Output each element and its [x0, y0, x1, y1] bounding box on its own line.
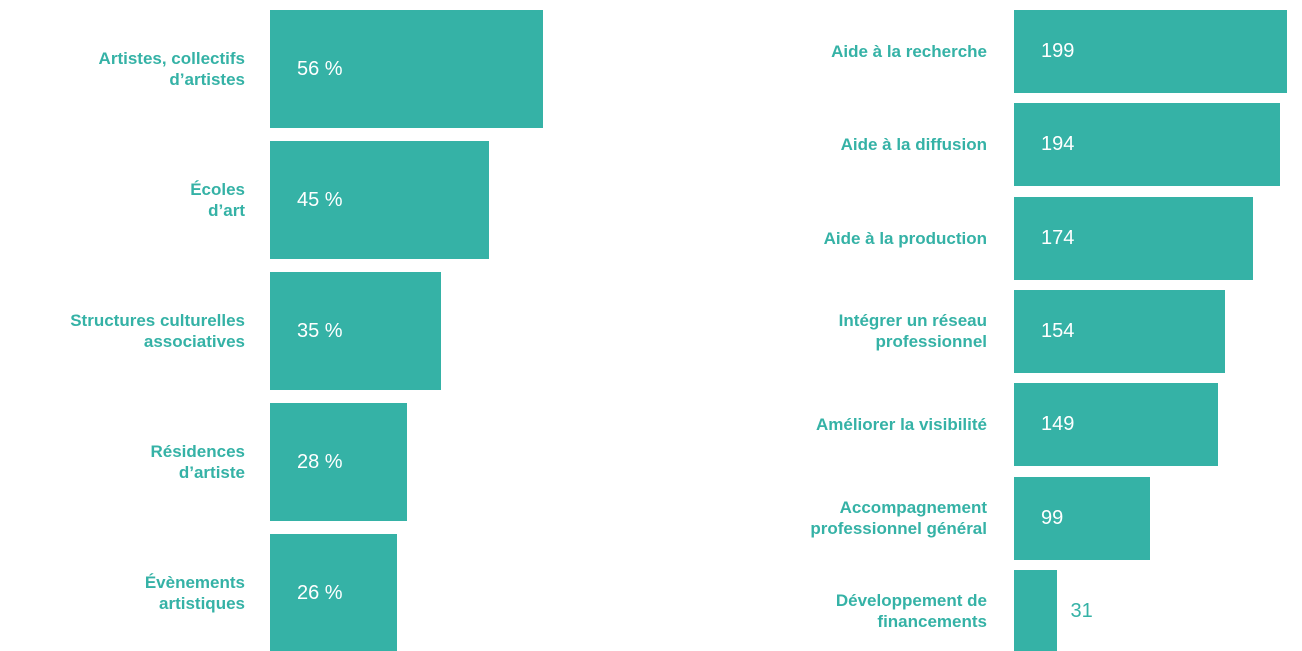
value-label: 174: [1041, 226, 1075, 249]
bar: [1014, 10, 1287, 93]
bar: [1014, 289, 1226, 373]
category-label: Développement de financements: [835, 591, 987, 632]
category-label: Évènements artistiques: [144, 573, 245, 613]
value-label: 149: [1041, 413, 1075, 436]
value-label: 194: [1041, 133, 1075, 156]
value-label: 154: [1041, 319, 1075, 342]
value-label: 31: [1070, 599, 1093, 622]
value-label: 35 %: [297, 319, 343, 342]
value-label: 99: [1041, 506, 1064, 529]
category-label: Intégrer un réseau professionnel: [838, 311, 987, 352]
category-label: Aide à la production: [823, 228, 987, 248]
bar: [1014, 476, 1150, 560]
bar: [270, 534, 397, 651]
bar: [1014, 103, 1281, 187]
category-label: Aide à la diffusion: [840, 135, 987, 155]
bar: [1014, 196, 1253, 280]
value-label: 199: [1041, 40, 1075, 62]
bar: [270, 10, 543, 128]
value-label: 45 %: [297, 188, 343, 211]
category-label: Résidences d’artiste: [150, 442, 246, 482]
category-label: Améliorer la visibilité: [815, 415, 987, 435]
bar: [1014, 383, 1219, 467]
category-label: Accompagnement professionnel général: [810, 498, 987, 538]
value-label: 56 %: [297, 57, 343, 80]
bar: [1014, 569, 1057, 651]
bar: [270, 272, 441, 390]
category-label: Écoles d’art: [190, 180, 245, 220]
value-label: 28 %: [297, 450, 343, 473]
value-label: 26 %: [297, 581, 343, 604]
category-label: Artistes, collectifs d’artistes: [98, 49, 245, 89]
bar: [270, 403, 407, 521]
bar: [270, 141, 490, 259]
category-label: Structures culturelles associatives: [70, 311, 245, 351]
category-label: Aide à la recherche: [831, 42, 987, 61]
